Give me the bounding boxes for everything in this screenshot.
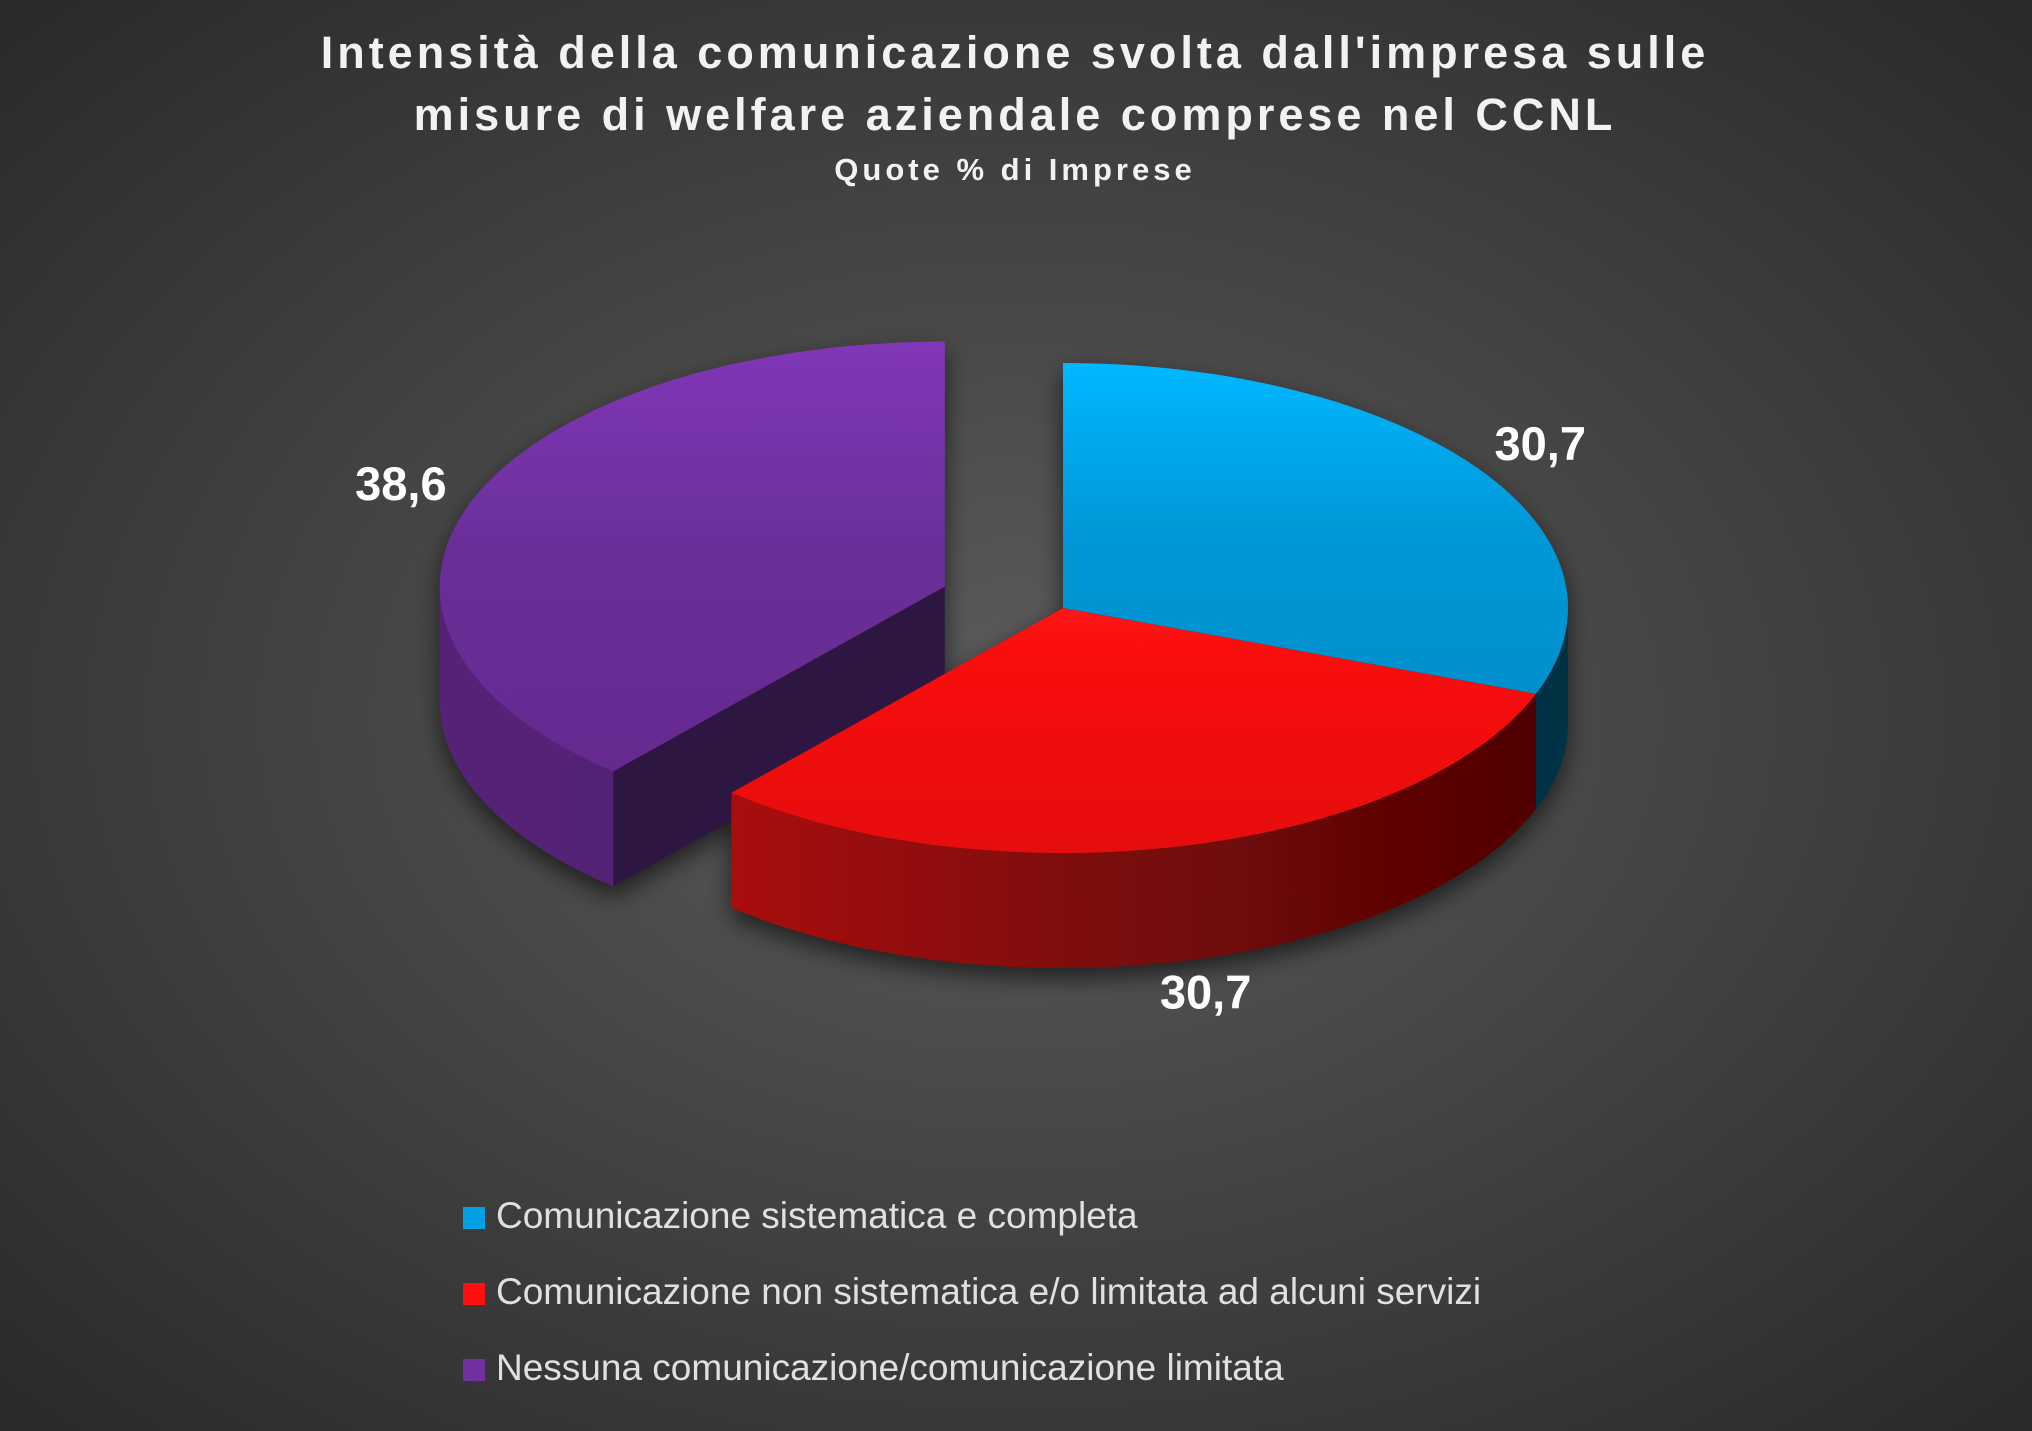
legend-label: Comunicazione non sistematica e/o limita… — [496, 1271, 1481, 1312]
legend-marker — [463, 1283, 485, 1305]
data-label: 30,7 — [1494, 417, 1585, 470]
slice-side — [613, 586, 945, 887]
pie-slice — [439, 341, 945, 887]
slice-top — [439, 341, 945, 772]
pie — [439, 341, 1568, 968]
pie-slice — [731, 608, 1536, 968]
slice-wall — [1535, 608, 1568, 809]
chart-title: Intensità della comunicazione svolta dal… — [321, 27, 1710, 78]
legend-label: Comunicazione sistematica e completa — [496, 1195, 1138, 1236]
data-label: 30,7 — [1160, 966, 1251, 1019]
legend-marker — [463, 1207, 485, 1229]
data-label: 38,6 — [355, 457, 446, 510]
slice-top — [1063, 363, 1568, 694]
slice-wall — [731, 693, 1536, 968]
slice-top — [731, 608, 1536, 853]
slice-wall — [439, 586, 614, 887]
chart-title: misure di welfare aziendale comprese nel… — [414, 89, 1617, 140]
chart-subtitle: Quote % di Imprese — [834, 152, 1195, 187]
legend-label: Nessuna comunicazione/comunicazione limi… — [496, 1347, 1284, 1388]
legend-marker — [463, 1359, 485, 1381]
